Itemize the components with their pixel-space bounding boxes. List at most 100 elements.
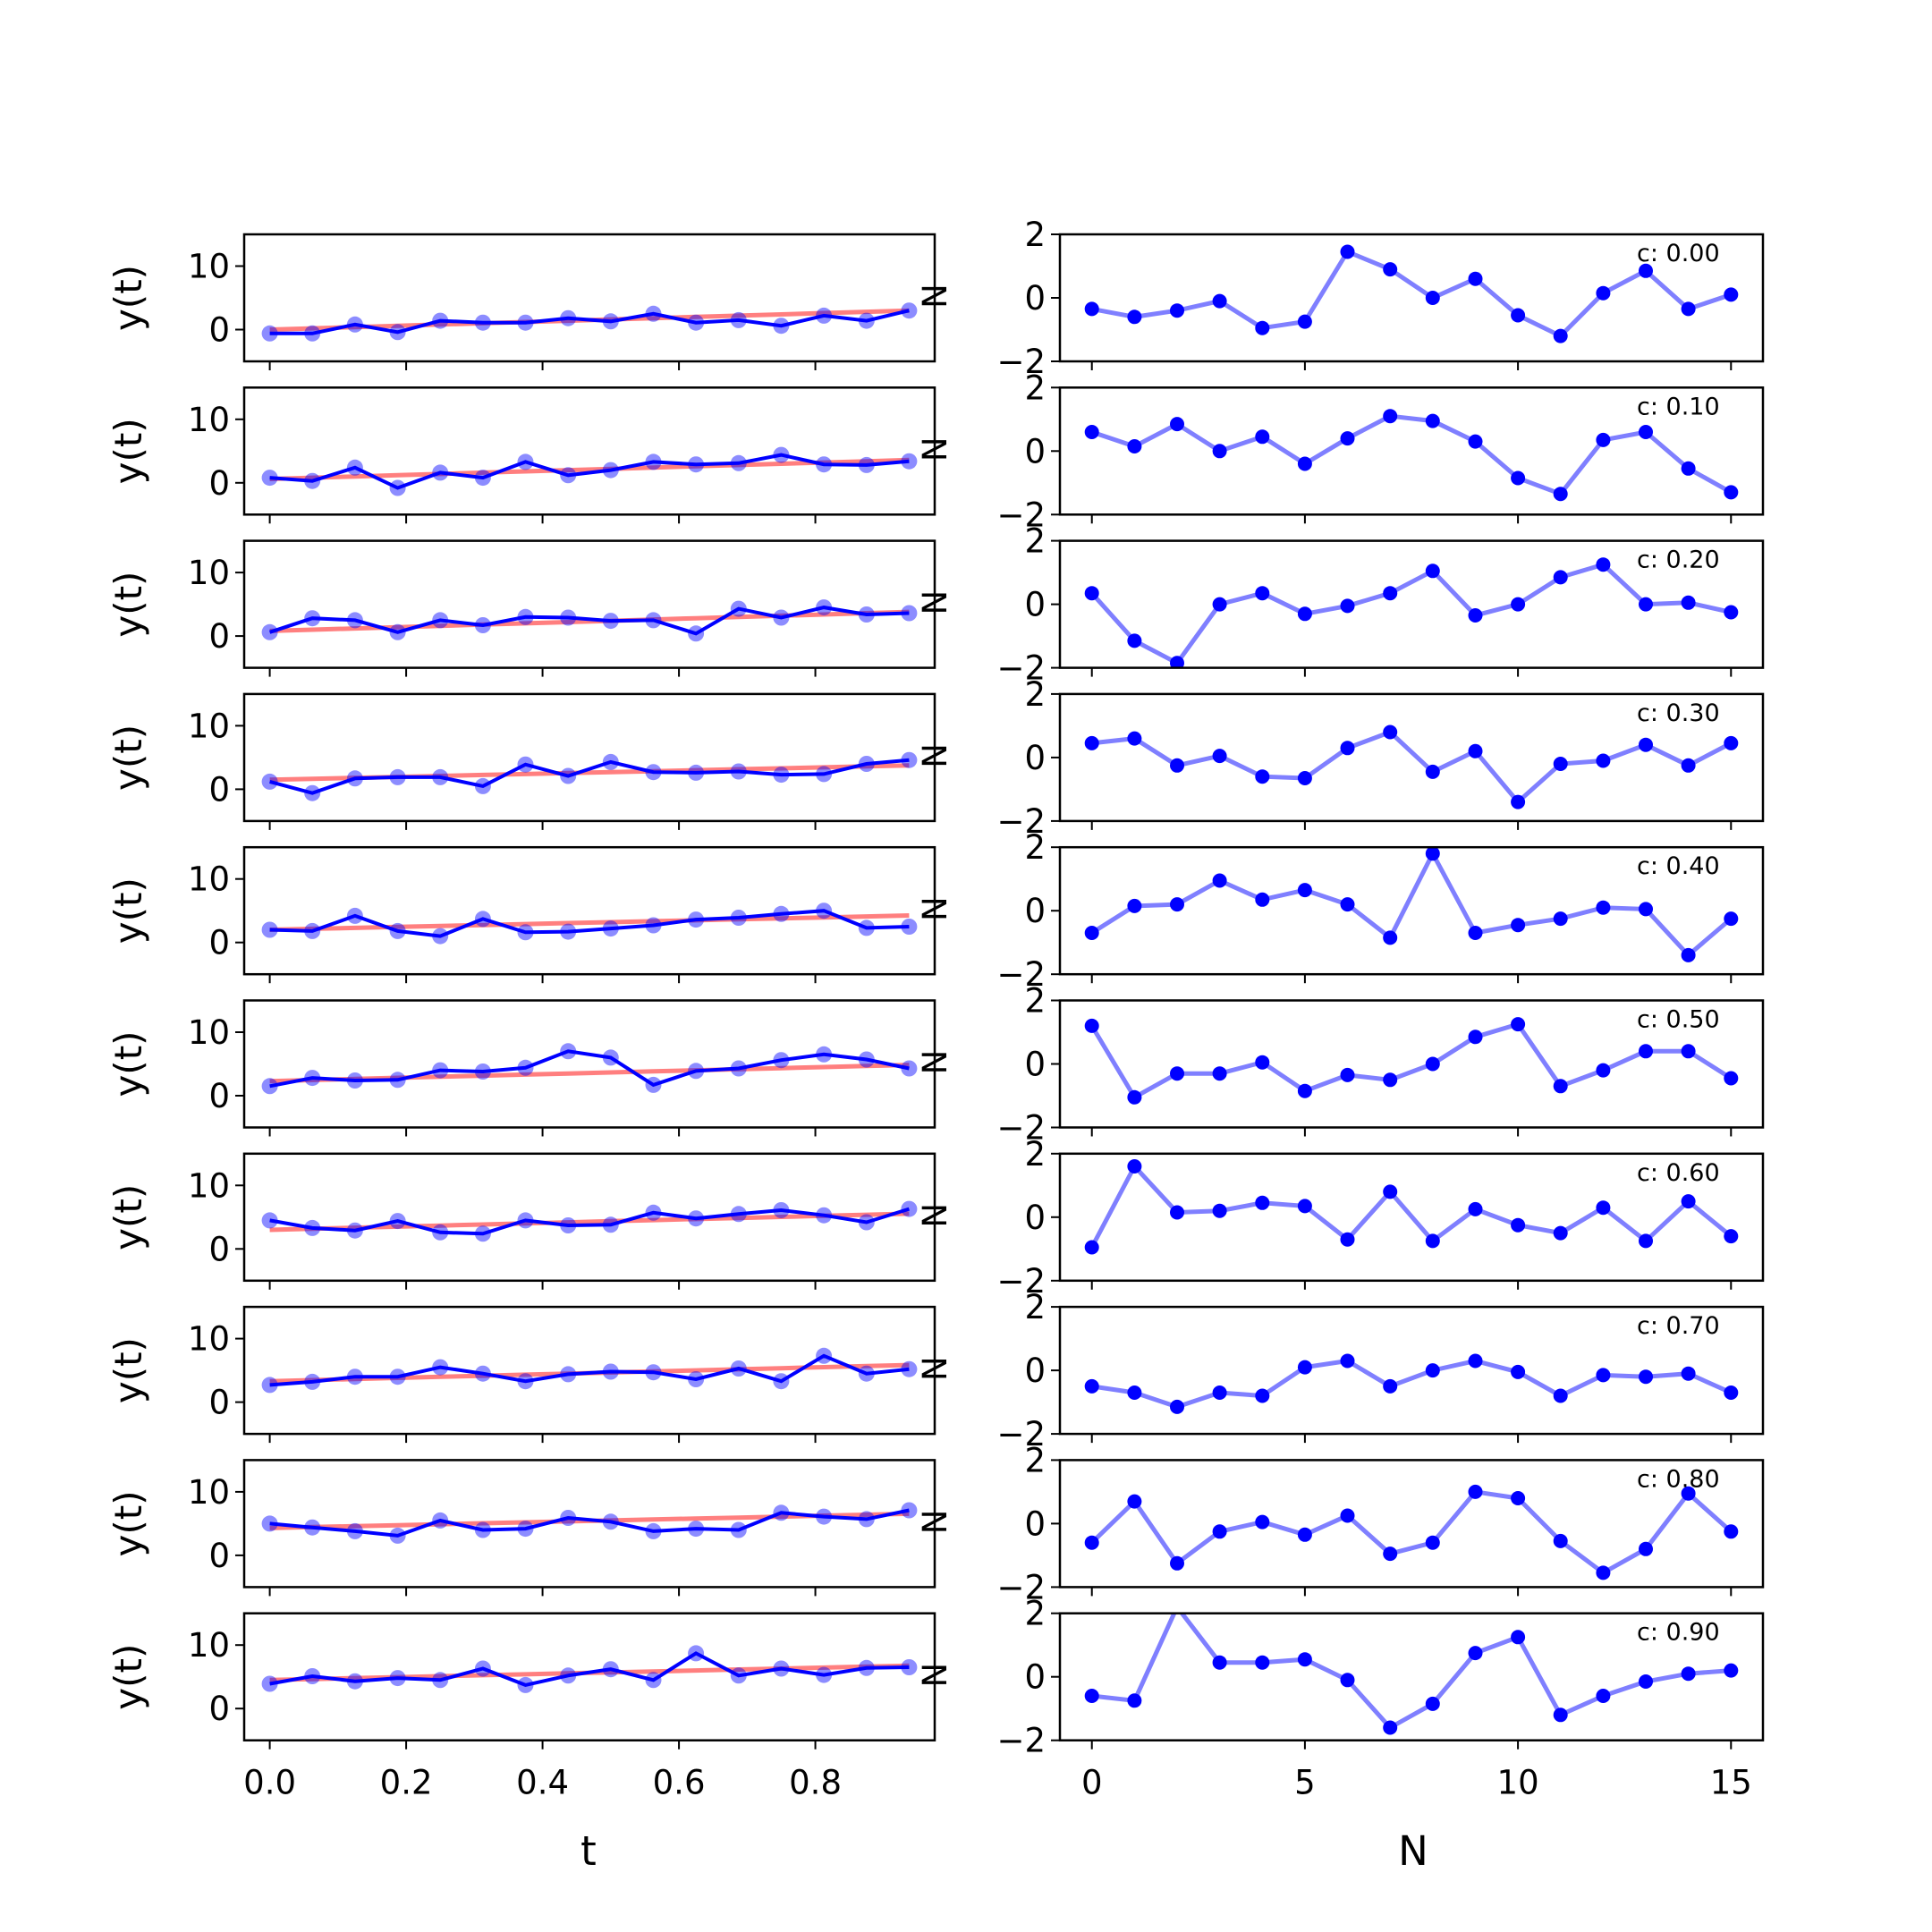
y-axis-title: y(t) bbox=[106, 265, 150, 331]
right-panel-6: −2 0 2 c: 0.60 bbox=[996, 1135, 1765, 1301]
left-panel-1: 0 10 y(t) N bbox=[106, 386, 954, 524]
series-line bbox=[1091, 1358, 1733, 1410]
data-point bbox=[1255, 892, 1270, 907]
c-annotation: c: 0.10 bbox=[1637, 393, 1720, 420]
data-point bbox=[1425, 564, 1440, 579]
data-point bbox=[1340, 897, 1355, 912]
data-point bbox=[1127, 731, 1142, 746]
data-point bbox=[1724, 1071, 1739, 1086]
y-tick-label: 0 bbox=[208, 617, 230, 656]
x-tick-label: 0.4 bbox=[516, 1764, 569, 1802]
data-point bbox=[1511, 918, 1526, 933]
data-point bbox=[1511, 1217, 1526, 1233]
c-annotation: c: 0.80 bbox=[1637, 1465, 1720, 1493]
data-layer bbox=[1084, 1613, 1739, 1735]
y-tick-label: 0 bbox=[208, 1077, 230, 1115]
data-layer bbox=[1084, 1353, 1739, 1414]
left-axes-frame bbox=[242, 1459, 936, 1589]
overlapped-axis-label: N bbox=[916, 1203, 954, 1228]
data-point bbox=[1553, 1707, 1568, 1723]
series-line bbox=[1090, 848, 1733, 959]
data-point bbox=[1084, 735, 1099, 750]
data-point bbox=[1383, 930, 1398, 945]
c-annotation: c: 0.30 bbox=[1637, 699, 1720, 727]
data-point bbox=[1681, 1486, 1696, 1501]
y-axis-title: y(t) bbox=[106, 572, 150, 638]
right-panel-4: −2 0 2 c: 0.40 bbox=[996, 828, 1765, 994]
data-point bbox=[1468, 1030, 1483, 1045]
data-point bbox=[1127, 898, 1142, 913]
data-point bbox=[1084, 425, 1099, 439]
data-point bbox=[1596, 285, 1611, 301]
right-axes-frame bbox=[1058, 386, 1765, 516]
data-point bbox=[1425, 1363, 1440, 1378]
data-point bbox=[1724, 1663, 1739, 1678]
data-point bbox=[1340, 431, 1355, 446]
data-line bbox=[269, 909, 910, 938]
data-point bbox=[1127, 1385, 1142, 1400]
data-point bbox=[1297, 771, 1312, 785]
data-point bbox=[1383, 409, 1398, 424]
data-point bbox=[1340, 244, 1355, 259]
y-tick-label: 10 bbox=[188, 1013, 230, 1052]
data-point bbox=[1468, 1353, 1483, 1368]
data-point bbox=[1340, 1508, 1355, 1523]
y-tick-label: 0 bbox=[1024, 279, 1046, 318]
y-tick-label: 10 bbox=[188, 860, 230, 899]
data-layer bbox=[1084, 409, 1739, 502]
data-layer bbox=[1084, 1017, 1739, 1105]
data-point bbox=[1212, 1655, 1227, 1670]
data-point bbox=[1596, 557, 1611, 572]
left-panel-2: 0 10 y(t) N bbox=[106, 539, 954, 677]
y-tick-label: 0 bbox=[1024, 739, 1046, 777]
y-tick-label: 0 bbox=[1024, 892, 1046, 930]
y-tick-label: 2 bbox=[1024, 1135, 1046, 1174]
data-point bbox=[1297, 1199, 1312, 1214]
data-layer bbox=[1084, 557, 1739, 668]
data-point bbox=[1127, 633, 1142, 648]
data-point bbox=[1084, 586, 1099, 601]
data-point bbox=[1084, 301, 1099, 317]
data-point bbox=[1127, 1089, 1142, 1105]
data-point bbox=[1297, 456, 1312, 471]
data-point bbox=[1084, 1240, 1099, 1255]
y-tick-label: 10 bbox=[188, 1626, 230, 1665]
left-axes-frame bbox=[242, 1305, 936, 1436]
right-panel-0: −2 0 2 c: 0.00 bbox=[996, 216, 1765, 381]
data-point bbox=[1170, 897, 1184, 912]
y-tick-label: −2 bbox=[996, 1262, 1046, 1301]
data-point bbox=[1383, 1184, 1398, 1199]
left-axes-frame bbox=[242, 233, 936, 363]
overlapped-axis-label: N bbox=[916, 284, 954, 309]
y-tick-label: 10 bbox=[188, 554, 230, 592]
data-point bbox=[1084, 1018, 1099, 1033]
series-line bbox=[1090, 413, 1733, 497]
data-point bbox=[1340, 1353, 1355, 1368]
y-tick-label: 0 bbox=[208, 1384, 230, 1422]
series-line bbox=[1091, 729, 1733, 806]
data-point bbox=[1511, 308, 1526, 323]
series-line bbox=[1089, 1489, 1733, 1576]
data-point bbox=[1170, 303, 1184, 318]
right-panel-2: −2 0 2 c: 0.20 bbox=[996, 522, 1765, 688]
data-point bbox=[1212, 1066, 1227, 1081]
data-layer bbox=[1084, 1484, 1739, 1580]
data-point bbox=[1255, 320, 1270, 335]
data-point bbox=[1255, 429, 1270, 445]
data-point bbox=[1127, 1693, 1142, 1708]
right-axes-frame bbox=[1058, 539, 1765, 669]
data-point bbox=[1681, 1194, 1696, 1209]
left-axes-frame bbox=[242, 845, 936, 976]
data-line bbox=[269, 1353, 910, 1387]
data-layer bbox=[1084, 244, 1739, 343]
left-axes-frame bbox=[242, 692, 936, 823]
data-point bbox=[1681, 947, 1696, 962]
data-point bbox=[1383, 1720, 1398, 1735]
data-point bbox=[1297, 314, 1312, 329]
y-tick-label: −2 bbox=[996, 343, 1046, 381]
overlapped-axis-label: N bbox=[916, 1510, 954, 1535]
y-tick-label: −2 bbox=[996, 1415, 1046, 1453]
right-axes-frame bbox=[1058, 1612, 1765, 1741]
y-tick-label: 0 bbox=[208, 924, 230, 962]
